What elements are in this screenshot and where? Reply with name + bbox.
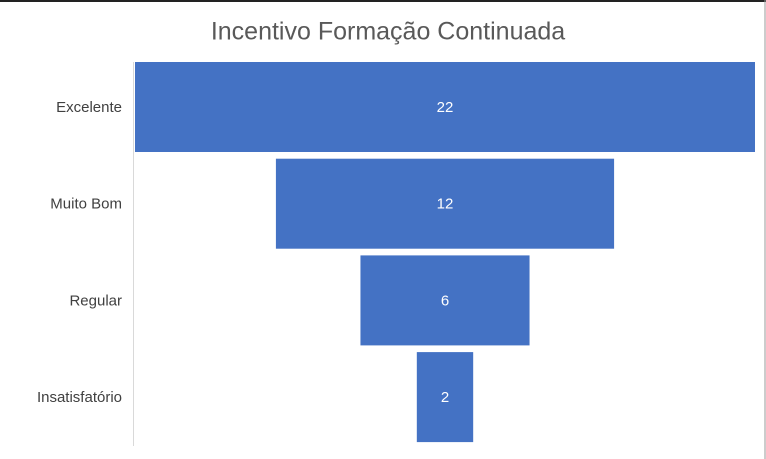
data-label: 2 [441, 389, 449, 406]
data-label: 12 [437, 196, 454, 213]
chart-title: Incentivo Formação Continuada [211, 18, 565, 46]
data-label: 6 [441, 292, 449, 309]
funnel-bar [135, 62, 755, 152]
category-label: Regular [69, 292, 122, 309]
category-label: Muito Bom [50, 196, 122, 213]
category-label: Insatisfatório [37, 389, 122, 406]
funnel-bar [416, 352, 474, 443]
category-label: Excelente [56, 99, 122, 116]
funnel-bar [360, 255, 530, 346]
funnel-bar [275, 158, 615, 249]
data-label: 22 [437, 99, 454, 116]
